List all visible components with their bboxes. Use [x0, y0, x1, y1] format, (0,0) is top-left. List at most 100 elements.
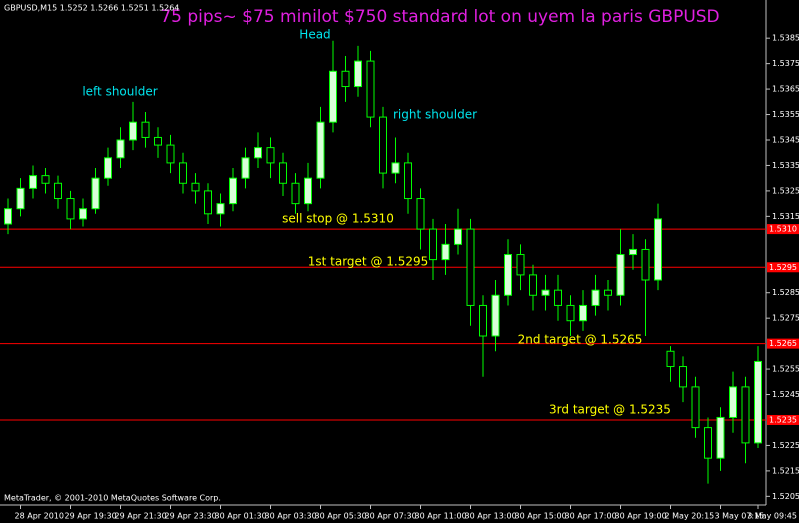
candle-body	[16, 187, 25, 210]
candle-body	[729, 386, 737, 418]
y-tick-label: 1.5245	[772, 390, 799, 399]
candle-body	[604, 289, 612, 296]
candle-body	[191, 182, 200, 192]
candle-body	[329, 70, 337, 123]
y-tick-label: 1.5275	[772, 314, 799, 323]
candle-body	[291, 182, 300, 205]
symbol-header: GBPUSD,M15 1.5252 1.5266 1.5251 1.5264	[4, 4, 179, 13]
candle-body	[454, 228, 462, 245]
candle-body	[166, 144, 175, 164]
annotation: Head	[299, 28, 330, 42]
candle-body	[754, 360, 762, 444]
x-tick-label: 30 Apr 03:30	[265, 512, 317, 521]
candle-body	[691, 386, 700, 429]
candle-body	[654, 218, 662, 281]
candle-body	[391, 162, 400, 174]
candle-body	[129, 121, 137, 141]
level-tag	[767, 224, 799, 235]
candle-body	[704, 427, 712, 459]
candle-body	[241, 157, 250, 179]
candle-body	[341, 70, 350, 88]
copyright: MetaTrader, © 2001-2010 MetaQuotes Softw…	[4, 494, 221, 503]
candle-body	[279, 162, 287, 184]
candle-body	[216, 203, 225, 215]
candle-body	[641, 248, 650, 281]
x-tick-label: 3 May 07:15	[715, 512, 765, 521]
candle-body	[141, 121, 150, 138]
candle-body	[416, 198, 425, 230]
annotation: 3rd target @ 1.5235	[549, 403, 671, 417]
candle-body	[254, 147, 262, 159]
y-tick-label: 1.5355	[772, 110, 799, 119]
x-tick-label: 30 Apr 13:00	[465, 512, 517, 521]
x-tick-label: 30 Apr 19:00	[615, 512, 667, 521]
candle-body	[579, 304, 587, 322]
x-tick-label: 3 May 09:45	[747, 512, 797, 521]
candle-body	[504, 254, 512, 296]
candle-body	[154, 136, 162, 146]
y-tick-label: 1.5315	[772, 212, 799, 221]
candle-body	[66, 198, 75, 220]
level-tag-label: 1.5310	[769, 225, 797, 234]
candle-body	[629, 248, 637, 256]
y-tick-label: 1.5285	[772, 288, 799, 297]
candle-body	[479, 304, 487, 337]
y-tick-label: 1.5215	[772, 466, 799, 475]
candle-body	[679, 366, 687, 388]
candle-body	[666, 350, 675, 368]
candle-body	[516, 254, 525, 276]
x-tick-label: 29 Apr 21:30	[115, 512, 167, 521]
candle-body	[716, 416, 725, 459]
x-tick-label: 30 Apr 05:30	[315, 512, 367, 521]
x-tick-label: 30 Apr 01:30	[215, 512, 267, 521]
annotation: sell stop @ 1.5310	[282, 212, 394, 226]
candle-body	[566, 304, 575, 322]
candle-body	[54, 182, 62, 200]
x-tick-label: 28 Apr 2010	[15, 512, 64, 521]
candle-body	[529, 274, 537, 296]
candle-body	[379, 116, 387, 174]
level-tag-label: 1.5295	[769, 263, 797, 272]
candle-body	[229, 177, 237, 205]
chart-title: 75 pips~ $75 minilot $750 standard lot o…	[160, 7, 719, 27]
level-tag	[767, 262, 799, 273]
candle-body	[541, 289, 550, 296]
x-tick-label: 29 Apr 19:30	[65, 512, 117, 521]
x-tick-label: 2 May 20:15	[665, 512, 715, 521]
y-tick-label: 1.5365	[772, 85, 799, 94]
candle-body	[29, 175, 37, 189]
candle-body	[104, 157, 112, 179]
candle-body	[316, 121, 325, 179]
annotation: right shoulder	[393, 108, 477, 122]
x-tick-label: 30 Apr 17:00	[565, 512, 617, 521]
y-tick-label: 1.5375	[772, 59, 799, 68]
level-tag-label: 1.5235	[769, 415, 797, 424]
x-tick-label: 30 Apr 11:00	[415, 512, 467, 521]
x-tick-label: 29 Apr 23:30	[165, 512, 217, 521]
y-tick-label: 1.5225	[772, 441, 799, 450]
candle-body	[491, 294, 500, 337]
level-tag	[767, 338, 799, 349]
candle-body	[79, 208, 87, 220]
y-tick-label: 1.5345	[772, 135, 799, 144]
candle-body	[741, 386, 750, 444]
candle-body	[404, 162, 412, 200]
y-tick-label: 1.5255	[772, 365, 799, 374]
x-tick-label: 30 Apr 07:30	[365, 512, 417, 521]
candle-body	[41, 175, 50, 184]
y-tick-label: 1.5385	[772, 34, 799, 43]
level-tag	[767, 414, 799, 425]
y-tick-label: 1.5325	[772, 186, 799, 195]
candle-body	[466, 228, 475, 306]
candle-body	[366, 60, 375, 118]
candle-body	[354, 60, 362, 88]
candle-body	[91, 177, 100, 210]
candle-body	[204, 190, 212, 215]
candle-body	[441, 243, 450, 261]
level-tag-label: 1.5265	[769, 339, 797, 348]
x-tick-label: 30 Apr 15:00	[515, 512, 567, 521]
candle-body	[266, 147, 275, 164]
y-tick-label: 1.5205	[772, 492, 799, 501]
candle-body	[429, 228, 437, 261]
